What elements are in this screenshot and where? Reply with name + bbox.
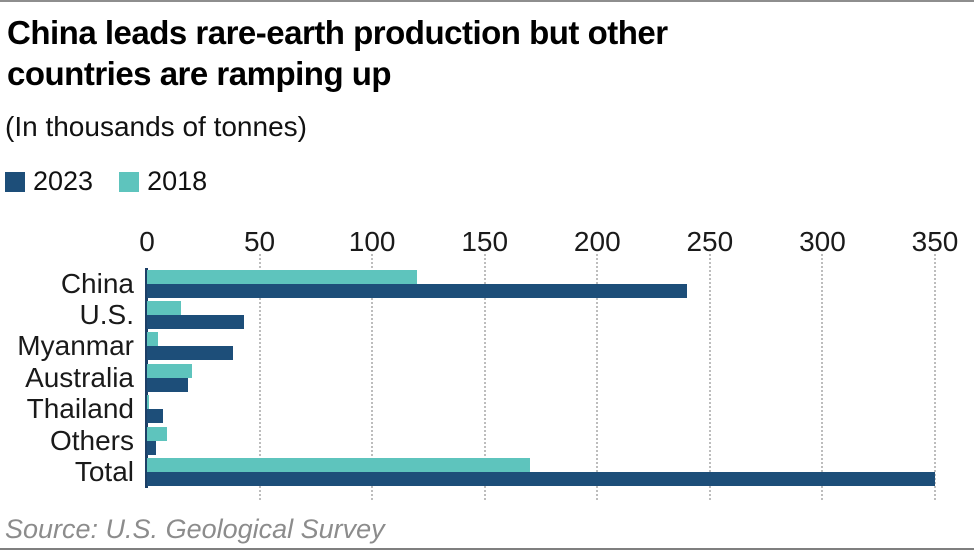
bar-2018-others — [147, 426, 168, 441]
x-tick-label: 50 — [243, 226, 276, 257]
category-label-us: U.S. — [79, 298, 134, 330]
gridline — [596, 254, 599, 500]
chart-subtitle: (In thousands of tonnes) — [5, 111, 307, 142]
y-axis-line — [145, 268, 148, 488]
x-tick-label: 0 — [139, 226, 155, 257]
gridline — [708, 254, 711, 500]
legend-swatch-2018-icon — [119, 171, 140, 192]
legend-item-2018: 2018 — [119, 166, 207, 197]
chart-title: China leads rare-earth production but ot… — [7, 12, 907, 94]
category-label-others: Others — [49, 424, 134, 456]
bar-2018-myanmar — [147, 332, 159, 347]
source-note: Source: U.S. Geological Survey — [5, 514, 385, 544]
x-tick-label: 200 — [573, 226, 621, 257]
legend-label-2023: 2023 — [33, 166, 94, 196]
bar-2018-total — [147, 458, 530, 473]
category-label-china: China — [60, 267, 134, 299]
legend-label-2018: 2018 — [147, 166, 208, 196]
gridline — [821, 254, 824, 500]
bar-2018-australia — [147, 363, 193, 378]
x-tick-label: 300 — [799, 226, 846, 257]
category-label-total: Total — [74, 456, 134, 488]
bar-2018-thailand — [147, 395, 150, 410]
chart-title-line1: China leads rare-earth production but ot… — [7, 14, 668, 51]
x-tick-label: 150 — [461, 226, 509, 257]
legend-item-2023: 2023 — [5, 166, 93, 197]
bar-2023-australia — [147, 377, 188, 392]
bar-2018-us — [147, 300, 181, 315]
gridline — [258, 254, 261, 500]
bar-2023-total — [147, 472, 935, 487]
gridline — [934, 254, 936, 500]
x-tick-label: 250 — [686, 226, 734, 257]
category-label-australia: Australia — [25, 361, 134, 393]
bar-2023-myanmar — [147, 346, 233, 361]
bar-2018-china — [147, 269, 418, 284]
gridline — [371, 254, 374, 500]
chart-area: 0 50 100 150 200 250 300 350 China U.S. Myanmar Au… — [0, 224, 974, 500]
legend: 2023 2018 — [5, 166, 207, 197]
category-labels: China U.S. Myanmar Australia Thailand Others T… — [0, 224, 134, 500]
bar-2023-thailand — [147, 409, 163, 424]
bar-2023-us — [147, 314, 244, 329]
x-tick-label: 350 — [911, 226, 959, 257]
chart-title-line2: countries are ramping up — [7, 55, 392, 92]
x-tick-label: 100 — [348, 226, 396, 257]
bar-2023-china — [147, 283, 688, 298]
gridline — [483, 254, 486, 500]
legend-swatch-2023-icon — [5, 171, 25, 192]
bar-2023-others — [147, 440, 156, 455]
plot-area — [145, 254, 936, 500]
category-label-thailand: Thailand — [26, 393, 134, 425]
category-label-myanmar: Myanmar — [17, 330, 134, 362]
